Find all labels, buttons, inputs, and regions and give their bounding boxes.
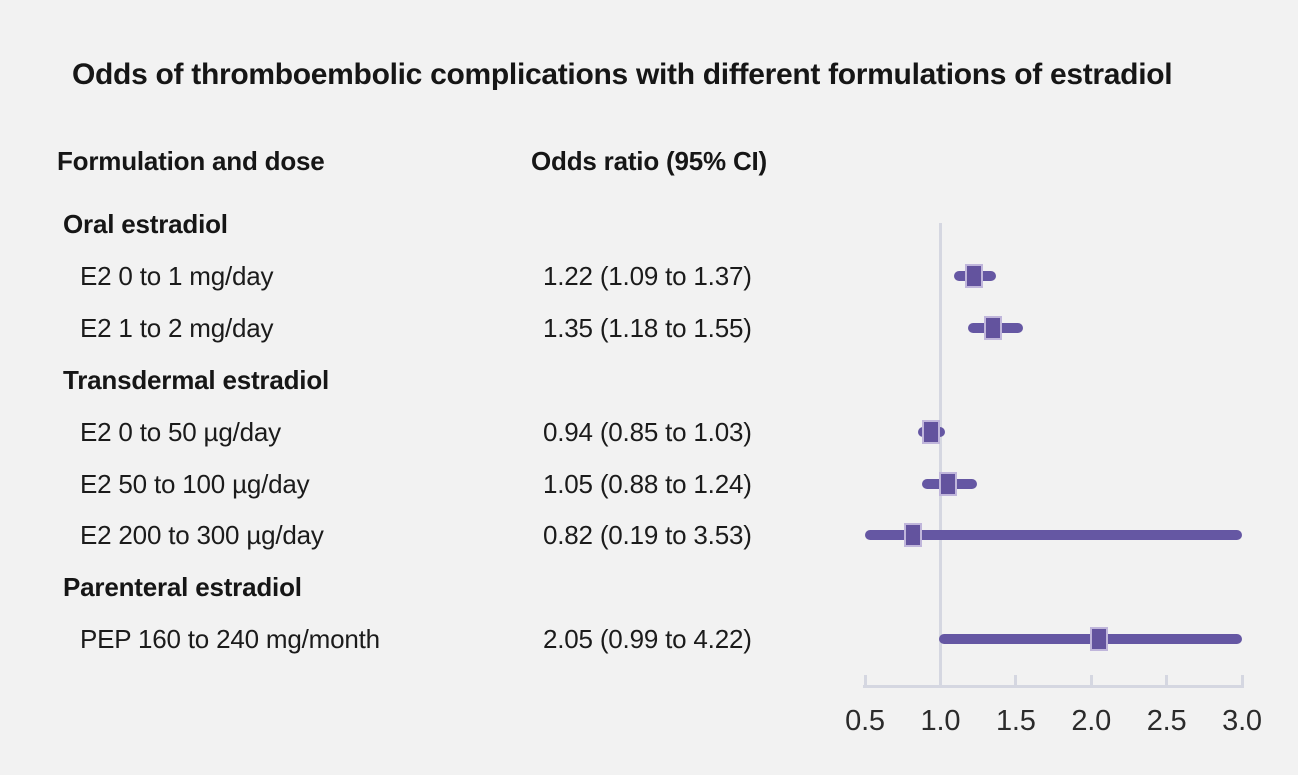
row-odds-ratio-text: 1.22 (1.09 to 1.37) bbox=[543, 261, 752, 291]
axis-tick-label: 1.5 bbox=[995, 705, 1036, 737]
row-odds-ratio-text: 0.82 (0.19 to 3.53) bbox=[543, 520, 752, 550]
point-estimate-square bbox=[922, 420, 941, 444]
row-section-label: Oral estradiol bbox=[63, 209, 228, 239]
point-estimate-square bbox=[964, 264, 983, 288]
row-odds-ratio-text: 0.94 (0.85 to 1.03) bbox=[543, 417, 752, 447]
row-item-label: E2 0 to 1 mg/day bbox=[80, 261, 274, 291]
axis-tick-label: 3.0 bbox=[1222, 705, 1262, 737]
axis-tick bbox=[863, 675, 867, 688]
column-header-formulation: Formulation and dose bbox=[57, 146, 325, 176]
row-odds-ratio-text: 2.05 (0.99 to 4.22) bbox=[543, 624, 752, 654]
confidence-interval-bar bbox=[865, 530, 1242, 540]
point-estimate-square bbox=[904, 523, 923, 547]
axis-tick-label: 1.0 bbox=[920, 705, 961, 737]
axis-tick bbox=[1240, 675, 1244, 688]
axis-tick bbox=[1089, 675, 1093, 688]
point-estimate-square bbox=[938, 472, 957, 496]
row-item-label: E2 0 to 50 µg/day bbox=[80, 417, 281, 447]
row-section-label: Transdermal estradiol bbox=[63, 365, 330, 395]
axis-tick bbox=[1014, 675, 1018, 688]
axis-tick bbox=[938, 675, 942, 688]
axis-tick-label: 0.5 bbox=[845, 705, 885, 737]
point-estimate-square bbox=[1089, 627, 1108, 651]
x-axis-line bbox=[863, 685, 1244, 688]
axis-tick-label: 2.5 bbox=[1146, 705, 1187, 737]
row-item-label: E2 200 to 300 µg/day bbox=[80, 520, 324, 550]
point-estimate-square bbox=[984, 316, 1003, 340]
column-header-odds-ratio: Odds ratio (95% CI) bbox=[531, 146, 768, 176]
reference-line bbox=[938, 223, 942, 688]
row-odds-ratio-text: 1.35 (1.18 to 1.55) bbox=[543, 313, 752, 343]
axis-tick-label: 2.0 bbox=[1071, 705, 1112, 737]
row-section-label: Parenteral estradiol bbox=[63, 572, 302, 602]
row-odds-ratio-text: 1.05 (0.88 to 1.24) bbox=[543, 469, 752, 499]
row-item-label: PEP 160 to 240 mg/month bbox=[80, 624, 380, 654]
chart-title: Odds of thromboembolic complications wit… bbox=[72, 58, 1173, 91]
row-item-label: E2 50 to 100 µg/day bbox=[80, 469, 310, 499]
row-item-label: E2 1 to 2 mg/day bbox=[80, 313, 274, 343]
axis-tick bbox=[1165, 675, 1169, 688]
